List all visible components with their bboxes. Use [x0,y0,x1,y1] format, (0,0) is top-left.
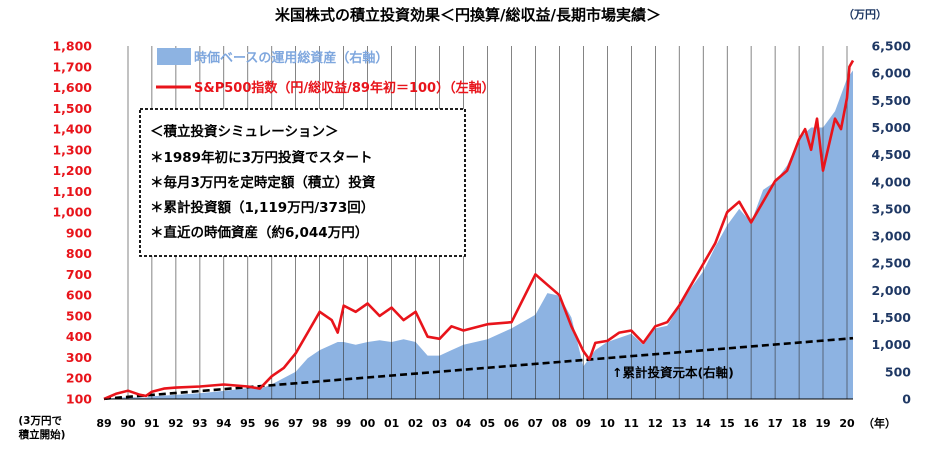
right-tick-label: 2,500 [871,256,911,271]
x-tick-label: 96 [264,417,280,430]
right-tick-label: 4,000 [871,174,911,189]
legend-area-swatch [157,48,191,65]
left-axis-ticks: 100 200 300 400 500 600 700 800 900 1,000 1,100 1,2… [52,39,92,407]
left-tick-label: 1,000 [52,205,92,220]
left-tick-label: 200 [66,371,92,386]
right-tick-label: 5,000 [871,120,911,135]
left-tick-label: 400 [66,329,92,344]
right-axis-unit: （万円） [843,8,887,21]
left-tick-label: 600 [66,288,92,303]
left-tick-label: 1,700 [52,59,92,74]
right-tick-label: 0 [902,392,911,407]
x-tick-label: 09 [576,417,591,430]
right-tick-label: 1,000 [871,337,911,352]
right-tick-label: 2,000 [871,283,911,298]
x-tick-label: 90 [120,417,136,430]
x-tick-label: 98 [312,417,327,430]
x-axis-ticks: 89 90 91 92 93 94 95 96 97 98 99 00 01 02 03 04 05 06 07 08… [96,417,855,430]
x-tick-label: 07 [528,417,543,430]
x-tick-label: 04 [456,417,472,430]
right-tick-label: 1,500 [871,310,911,325]
box-line-4: ＊累計投資額（1,119万円/373回） [150,199,374,216]
legend: 時価ベースの運用総資産（右軸） S&P500指数（円/総収益/89年初＝100）… [156,48,495,96]
x-tick-label: 94 [216,417,232,430]
line-layer [103,59,855,401]
left-tick-label: 900 [66,225,92,240]
right-axis-ticks: 0 500 1,000 1,500 2,000 2,500 3,000 3,500 4,000 4… [871,39,911,407]
left-tick-label: 700 [66,267,92,282]
area-layer [104,70,853,400]
x-tick-label: 92 [168,417,183,430]
x-tick-label: 18 [791,417,806,430]
x-tick-label: 97 [288,417,303,430]
x-tick-label: 10 [600,417,616,430]
x-tick-label: 12 [648,417,663,430]
left-tick-label: 1,200 [52,163,92,178]
asset-area [104,70,853,400]
x-tick-label: 13 [672,417,687,430]
x-tick-label: 03 [432,417,447,430]
legend-line-label: S&P500指数（円/総収益/89年初＝100）（左軸） [194,80,495,96]
x-tick-label: 15 [720,417,735,430]
box-line-2: ＊1989年初に3万円投資でスタート [150,149,372,166]
x-tick-label: 19 [815,417,830,430]
legend-area-label: 時価ベースの運用総資産（右軸） [194,50,388,66]
x-start-note-line-2: 積立開始) [18,428,66,441]
x-tick-label: 20 [839,417,855,430]
left-tick-label: 800 [66,246,92,261]
left-tick-label: 1,400 [52,122,92,137]
right-tick-label: 4,500 [871,147,911,162]
principal-label: ↑累計投資元本(右軸) [612,365,734,380]
left-tick-label: 1,500 [52,101,92,116]
right-tick-label: 3,000 [871,229,911,244]
simulation-box-frame [139,108,466,257]
x-tick-label: 16 [743,417,759,430]
x-start-note-line-1: (3万円で [18,415,62,427]
left-tick-label: 1,800 [52,39,92,54]
x-tick-label: 02 [408,417,423,430]
right-tick-label: 3,500 [871,201,911,216]
simulation-box: ＜積立投資シミュレーション＞ ＊1989年初に3万円投資でスタート ＊毎月3万円… [139,108,466,257]
right-tick-label: 6,000 [871,66,911,81]
box-line-3: ＊毎月3万円を定時定額（積立）投資 [150,174,376,191]
left-tick-label: 1,600 [52,80,92,95]
principal-line [103,336,854,401]
principal-layer [103,336,854,401]
x-start-note: (3万円で 積立開始) [18,415,66,441]
sp500-line [103,59,855,401]
right-tick-label: 6,500 [871,39,911,54]
x-axis-unit: （年） [863,416,896,430]
x-tick-label: 14 [696,417,712,430]
x-tick-label: 99 [336,417,351,430]
x-tick-label: 06 [504,417,520,430]
chart-title: 米国株式の積立投資効果＜円換算/総収益/長期市場実績＞ [275,6,661,24]
box-line-5: ＊直近の時価資産（約6,044万円） [150,224,368,241]
x-tick-label: 17 [767,417,782,430]
left-tick-label: 1,300 [52,142,92,157]
right-tick-label: 500 [885,364,911,379]
x-tick-label: 11 [624,417,639,430]
x-tick-label: 05 [480,417,495,430]
x-tick-label: 00 [360,417,376,430]
right-tick-label: 5,500 [871,93,911,108]
x-tick-label: 01 [384,417,399,430]
x-tick-label: 08 [552,417,567,430]
left-tick-label: 100 [66,392,92,407]
left-tick-label: 1,100 [52,184,92,199]
left-tick-label: 500 [66,308,92,323]
x-tick-label: 93 [192,417,207,430]
left-tick-label: 300 [66,350,92,365]
x-tick-label: 89 [96,417,111,430]
x-tick-label: 95 [240,417,255,430]
box-line-1: ＜積立投資シミュレーション＞ [150,123,338,140]
x-tick-label: 91 [144,417,159,430]
